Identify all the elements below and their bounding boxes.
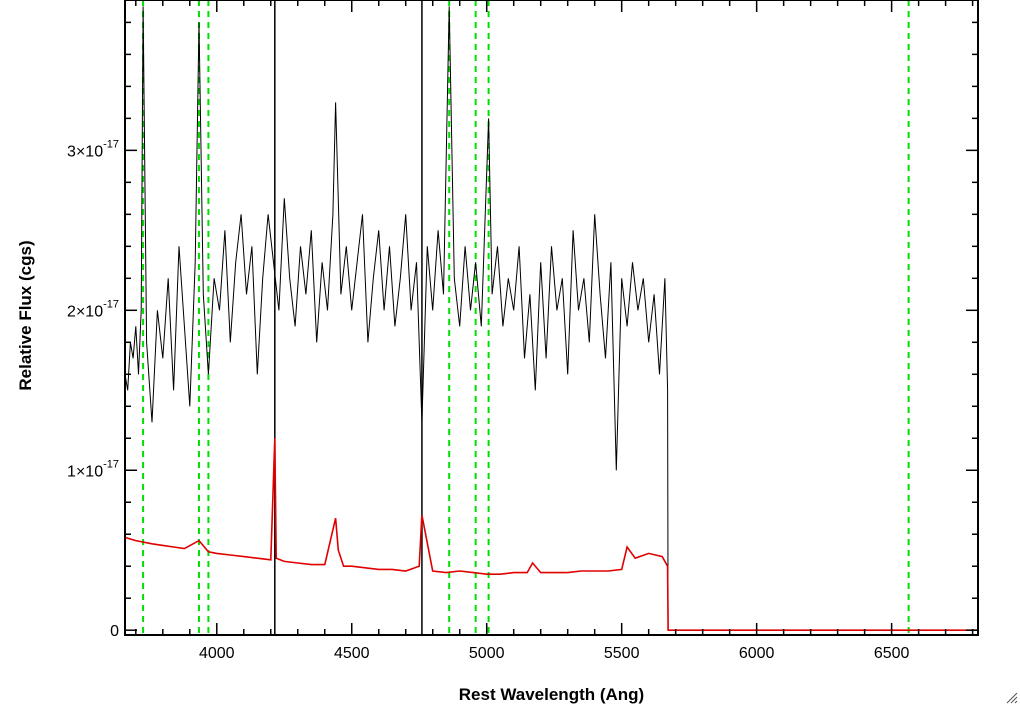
y-tick-labels: 01×10-172×10-173×10-17	[67, 138, 119, 640]
axis-ticks	[125, 0, 978, 635]
marker-lines	[274, 0, 423, 635]
y-tick-label: 1×10-17	[67, 458, 119, 480]
x-axis-title: Rest Wavelength (Ang)	[459, 685, 644, 704]
x-tick-label: 6000	[739, 645, 775, 662]
y-tick-exponent: -17	[103, 138, 119, 150]
x-tick-label: 6500	[874, 645, 910, 662]
y-tick-mantissa: 0	[110, 623, 119, 640]
series-line-0	[125, 6, 978, 631]
x-tick-labels: 4000 4500 5000 5500 6000 6500	[199, 645, 910, 662]
y-tick-label: 0	[110, 623, 119, 640]
y-tick-mantissa: 1×10	[67, 463, 103, 480]
x-tick-label: 5500	[604, 645, 640, 662]
x-tick-label: 4500	[334, 645, 370, 662]
y-tick-label: 3×10-17	[67, 138, 119, 160]
y-tick-mantissa: 3×10	[67, 143, 103, 160]
resize-grip-icon[interactable]	[1004, 690, 1018, 704]
y-tick-exponent: -17	[103, 458, 119, 470]
plot-frame	[124, 0, 979, 636]
y-tick-exponent: -17	[103, 298, 119, 310]
series-layer	[125, 6, 978, 632]
x-tick-label: 4000	[199, 645, 235, 662]
y-axis-title: Relative Flux (cgs)	[16, 240, 35, 390]
y-tick-label: 2×10-17	[67, 298, 119, 320]
y-tick-mantissa: 2×10	[67, 303, 103, 320]
x-tick-label: 5000	[469, 645, 505, 662]
series-line-1	[125, 438, 978, 632]
reference-lines	[142, 0, 910, 635]
